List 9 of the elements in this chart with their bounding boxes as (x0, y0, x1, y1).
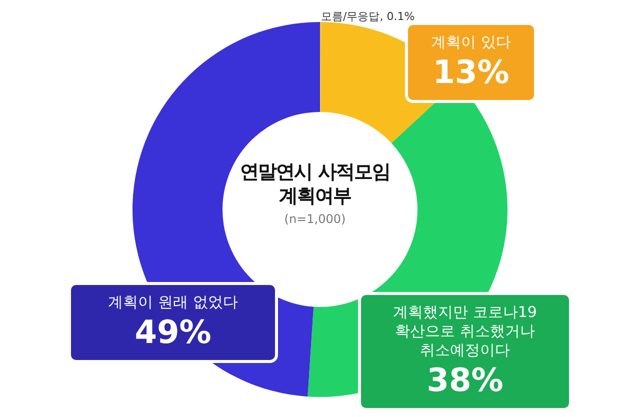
text: 연말연시 사적모임 계획여부 (240, 160, 390, 208)
data-label: 38% (426, 360, 504, 400)
text: (n=1,000) (283, 212, 347, 226)
data-label: 13% (432, 52, 510, 92)
slice-label: 계획이 있다 (430, 33, 512, 52)
slice-label: 모름/무응답, 0.1% (321, 9, 415, 24)
slice-label: 계획이 원래 없었다 (107, 293, 239, 312)
data-label: 49% (134, 312, 212, 352)
slice-label: 계획했지만 코로나19 확산으로 취소했거나 취소예정이다 (392, 303, 538, 360)
